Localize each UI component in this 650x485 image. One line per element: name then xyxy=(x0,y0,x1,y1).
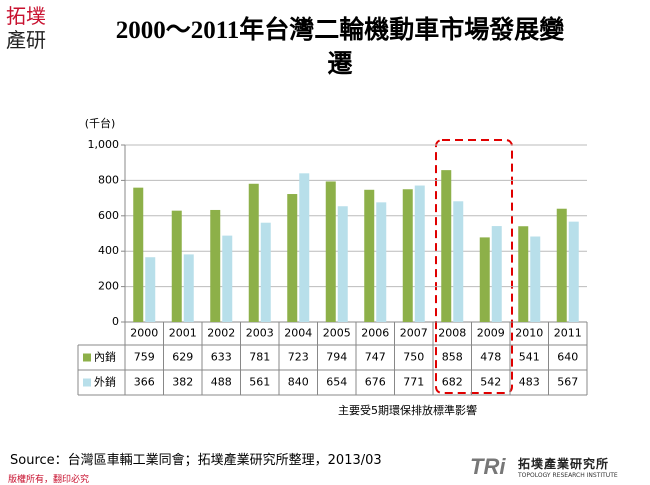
table-value: 478 xyxy=(480,351,501,364)
brand-name: 拓墣產業研究所 xyxy=(518,457,610,471)
x-tick-label: 2000 xyxy=(130,327,158,340)
y-tick-label: 600 xyxy=(98,209,119,222)
y-tick-label: 0 xyxy=(112,315,119,328)
bar xyxy=(402,189,413,322)
bar xyxy=(145,257,156,322)
x-tick-label: 2006 xyxy=(361,327,389,340)
legend-key xyxy=(83,378,91,387)
bar xyxy=(260,222,271,322)
bar xyxy=(479,237,490,322)
bar xyxy=(453,201,464,322)
bar xyxy=(183,254,194,322)
y-axis-label: (千台) xyxy=(85,116,116,130)
table-value: 483 xyxy=(519,376,540,389)
chart: (千台) 主要受5期環保排放標準影響 0 200 400 600 800 1,000 200… xyxy=(77,116,588,417)
table-value: 561 xyxy=(249,376,270,389)
table-value: 676 xyxy=(365,376,386,389)
table-value: 542 xyxy=(480,376,501,389)
x-tick-label: 2004 xyxy=(284,327,312,340)
legend-label: 外銷 xyxy=(94,375,116,389)
chart-title: 2000～2011年台灣二輪機動車市場發展變遷 xyxy=(115,17,565,78)
annotation: 主要受5期環保排放標準影響 xyxy=(338,403,477,417)
bar xyxy=(325,181,336,322)
logo-text: 拓墣 xyxy=(6,4,46,28)
bar xyxy=(337,206,348,322)
table-value: 633 xyxy=(211,351,232,364)
logo-text: 產研 xyxy=(6,28,46,52)
bar xyxy=(364,189,375,322)
logo: 拓墣 產研 xyxy=(6,4,62,54)
bar xyxy=(248,183,259,322)
bar xyxy=(518,226,529,322)
table-value: 794 xyxy=(326,351,347,364)
x-tick-label: 2001 xyxy=(169,327,197,340)
brand-mark: TRi xyxy=(470,454,506,479)
source: Source：台灣區車輛工業同會；拓墣產業研究所整理，2013/03 xyxy=(10,453,382,468)
bar xyxy=(568,221,579,322)
table-value: 382 xyxy=(172,376,193,389)
legend-key xyxy=(83,353,91,362)
bar xyxy=(210,209,221,322)
table-value: 771 xyxy=(403,376,424,389)
y-tick-label: 200 xyxy=(98,280,119,293)
table-value: 759 xyxy=(134,351,155,364)
y-tick-label: 800 xyxy=(98,173,119,186)
y-tick-label: 1,000 xyxy=(88,138,120,151)
table-value: 781 xyxy=(249,351,270,364)
table-value: 640 xyxy=(557,351,578,364)
bar xyxy=(299,173,310,322)
bar xyxy=(530,236,541,322)
table-value: 567 xyxy=(557,376,578,389)
table-value: 840 xyxy=(288,376,309,389)
footer: 版權所有，翻印必究 xyxy=(8,475,90,485)
x-tick-label: 2003 xyxy=(246,327,274,340)
table-value: 629 xyxy=(172,351,193,364)
bar xyxy=(441,170,452,322)
table-value: 723 xyxy=(288,351,309,364)
bar xyxy=(171,210,182,322)
x-tick-label: 2009 xyxy=(477,327,505,340)
brand-logo: TRi 拓墣產業研究所 TOPOLOGY RESEARCH INSTITUTE xyxy=(470,454,645,482)
bar xyxy=(556,208,567,322)
table-value: 682 xyxy=(442,376,463,389)
x-tick-label: 2011 xyxy=(554,327,582,340)
legend-label: 內銷 xyxy=(94,350,116,364)
highlight-box xyxy=(435,139,513,394)
bar xyxy=(376,202,387,322)
table-value: 858 xyxy=(442,351,463,364)
table-value: 541 xyxy=(519,351,540,364)
x-tick-label: 2008 xyxy=(438,327,466,340)
bar xyxy=(222,235,233,322)
table-value: 488 xyxy=(211,376,232,389)
bar xyxy=(491,226,502,322)
table-value: 750 xyxy=(403,351,424,364)
bar xyxy=(287,194,298,322)
x-tick-label: 2007 xyxy=(400,327,428,340)
x-tick-label: 2010 xyxy=(515,327,543,340)
bar xyxy=(133,187,144,322)
brand-english: TOPOLOGY RESEARCH INSTITUTE xyxy=(518,472,618,479)
bar xyxy=(414,185,425,322)
x-tick-label: 2005 xyxy=(323,327,351,340)
y-tick-label: 400 xyxy=(98,244,119,257)
table-value: 366 xyxy=(134,376,155,389)
table-value: 654 xyxy=(326,376,347,389)
table-value: 747 xyxy=(365,351,386,364)
x-tick-label: 2002 xyxy=(207,327,235,340)
